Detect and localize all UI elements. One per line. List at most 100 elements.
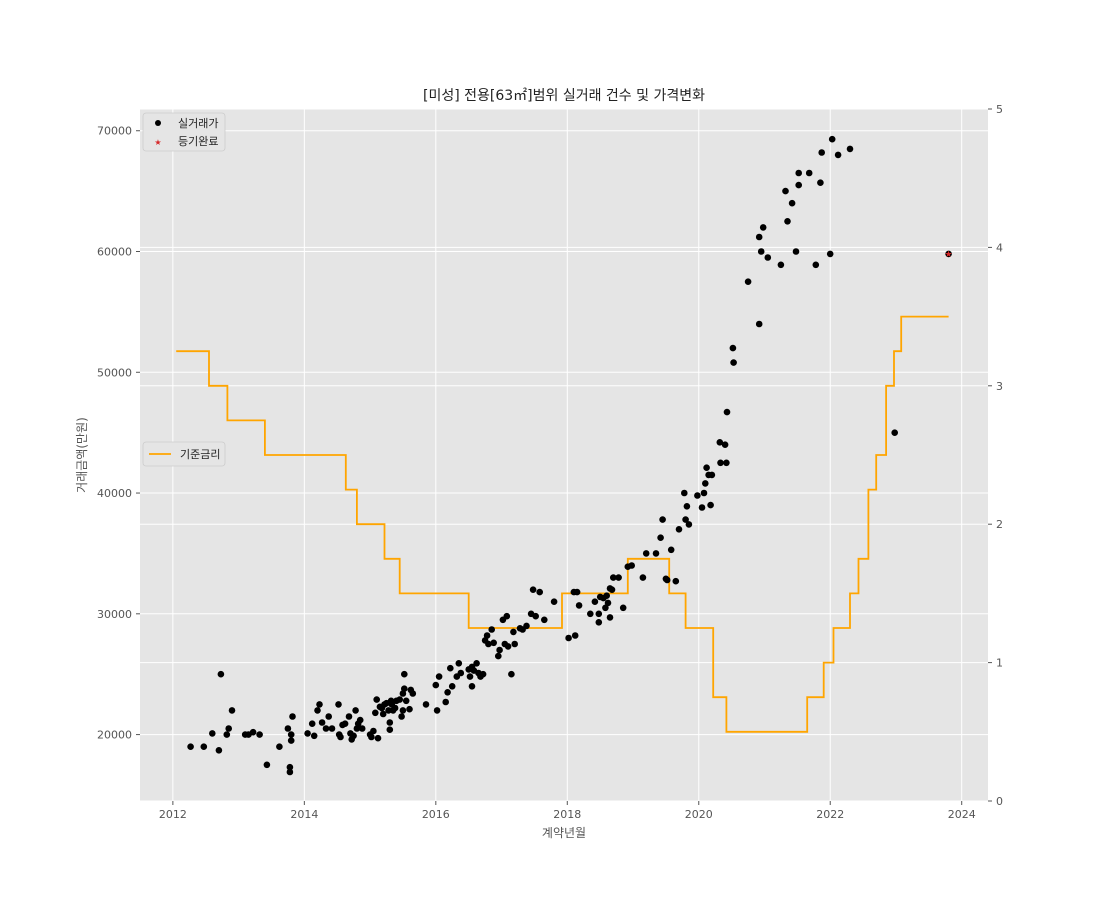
price-point — [379, 710, 387, 718]
price-point — [398, 713, 405, 720]
price-point — [615, 574, 622, 581]
price-point — [318, 719, 326, 726]
price-point — [350, 732, 357, 740]
price-point — [700, 489, 708, 497]
y2-tick-label: 4 — [996, 241, 1003, 254]
price-point — [325, 713, 333, 720]
price-point — [826, 250, 834, 258]
price-point — [508, 670, 515, 678]
price-point — [685, 521, 693, 528]
price-point — [217, 670, 225, 678]
price-point — [316, 701, 323, 708]
price-point — [764, 254, 772, 261]
price-point — [455, 660, 463, 667]
y-tick-label: 30000 — [97, 608, 132, 621]
price-point — [200, 743, 208, 750]
price-point — [565, 634, 572, 642]
price-point — [723, 459, 730, 467]
price-point — [485, 640, 492, 648]
price-point — [723, 408, 731, 416]
price-point — [532, 612, 539, 620]
price-point — [652, 550, 660, 557]
x-tick-label: 2016 — [422, 808, 450, 821]
price-point — [399, 707, 407, 714]
price-point — [337, 733, 344, 741]
x-tick-label: 2022 — [816, 808, 844, 821]
price-point — [466, 673, 474, 680]
price-point — [812, 261, 820, 269]
y-tick-label: 20000 — [97, 729, 132, 742]
y-tick-label: 70000 — [97, 125, 132, 138]
price-point — [550, 598, 558, 605]
price-point — [703, 464, 710, 472]
price-point — [730, 359, 737, 366]
price-point — [401, 685, 408, 692]
price-point — [846, 145, 854, 153]
price-point — [817, 179, 824, 186]
legend-marker-circle-icon — [155, 120, 161, 126]
price-point — [777, 261, 785, 269]
price-point — [304, 730, 311, 737]
price-point — [702, 480, 709, 487]
x-tick-label: 2014 — [290, 808, 318, 821]
price-point — [541, 616, 548, 624]
price-point — [373, 696, 381, 703]
price-point — [228, 707, 236, 714]
price-point — [834, 151, 842, 159]
price-point — [708, 471, 716, 479]
price-point — [575, 602, 583, 609]
price-point — [468, 683, 476, 690]
price-point — [707, 501, 714, 509]
scatter-legend: 실거래가 ★ 등기완료 — [142, 112, 226, 152]
price-points-layer — [187, 135, 952, 776]
x-tick-label: 2024 — [948, 808, 976, 821]
price-point — [721, 441, 729, 449]
price-point — [289, 713, 296, 720]
price-point — [308, 720, 316, 727]
price-point — [818, 149, 825, 156]
price-point — [322, 725, 330, 732]
price-point — [587, 610, 594, 618]
price-point — [287, 737, 295, 744]
price-point — [759, 224, 767, 231]
price-point — [681, 489, 688, 497]
price-point — [571, 632, 579, 639]
price-point — [444, 689, 451, 696]
chart-title: [미성] 전용[63㎡]범위 실거래 건수 및 가격변화 — [423, 88, 705, 104]
y2-tick-label: 5 — [996, 103, 1003, 116]
price-point — [503, 612, 511, 620]
price-point — [642, 550, 650, 557]
price-point — [284, 725, 292, 732]
price-point — [391, 704, 399, 712]
price-point — [345, 713, 353, 720]
price-point — [370, 727, 377, 735]
price-point — [945, 250, 952, 258]
price-point — [479, 670, 487, 678]
x-tick-label: 2020 — [685, 808, 713, 821]
y-tick-label: 40000 — [97, 487, 132, 500]
price-point — [352, 707, 359, 714]
price-point — [314, 707, 321, 714]
price-point — [523, 622, 530, 630]
price-point — [447, 664, 454, 672]
price-point — [536, 588, 543, 596]
x-tick-label: 2018 — [553, 808, 581, 821]
price-point — [341, 720, 349, 727]
price-point — [385, 707, 392, 714]
price-point — [891, 429, 898, 437]
price-point — [372, 709, 379, 717]
price-point — [659, 516, 666, 523]
legend-label-registered: 등기완료 — [178, 135, 218, 148]
y2-tick-label: 1 — [996, 657, 1003, 670]
price-point — [591, 598, 599, 605]
price-point — [604, 599, 612, 607]
price-point — [667, 546, 675, 554]
price-point — [511, 640, 518, 648]
price-point — [675, 526, 683, 533]
price-point — [595, 619, 603, 626]
legend-marker-star-icon: ★ — [154, 138, 161, 147]
price-point — [433, 707, 441, 714]
price-point — [473, 660, 480, 667]
price-point — [457, 669, 465, 677]
registered-point: ★ — [945, 250, 953, 260]
